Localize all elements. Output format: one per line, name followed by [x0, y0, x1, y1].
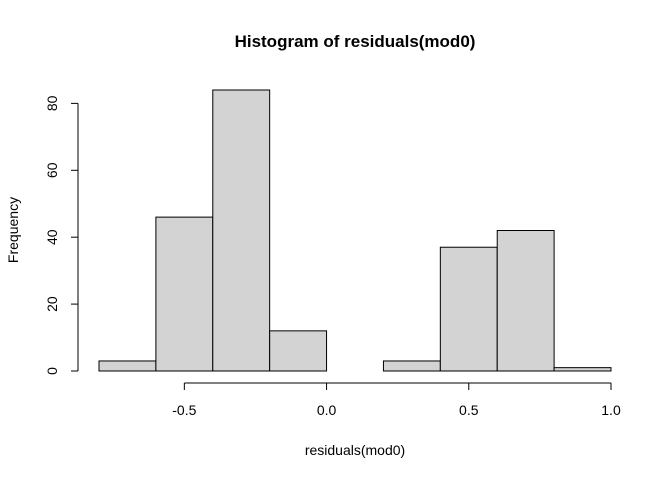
x-tick-label: 0.5 [459, 402, 479, 418]
y-tick-label: 80 [44, 95, 60, 111]
x-axis-label: residuals(mod0) [305, 442, 405, 458]
histogram-bar [439, 246, 498, 372]
x-tick-label: 1.0 [601, 402, 621, 418]
histogram-bar [496, 230, 555, 372]
histogram-bar [155, 216, 214, 372]
y-axis-label: Frequency [5, 197, 21, 263]
histogram-bar [269, 330, 328, 372]
y-tick-label: 40 [44, 229, 60, 245]
x-axis: -0.5 0.0 0.5 1.0 [172, 382, 621, 418]
y-axis: 0 20 40 60 80 [44, 95, 79, 375]
histogram-bar [212, 89, 271, 372]
x-tick-label: 0.0 [317, 402, 337, 418]
histogram-bar [98, 360, 157, 372]
x-tick-label: -0.5 [172, 402, 196, 418]
histogram-bar [382, 360, 441, 372]
y-tick-label: 0 [44, 367, 60, 375]
histogram-bars [98, 89, 612, 372]
histogram-bar [553, 367, 612, 372]
y-tick-label: 60 [44, 162, 60, 178]
y-tick-label: 20 [44, 296, 60, 312]
chart-title: Histogram of residuals(mod0) [235, 32, 476, 51]
